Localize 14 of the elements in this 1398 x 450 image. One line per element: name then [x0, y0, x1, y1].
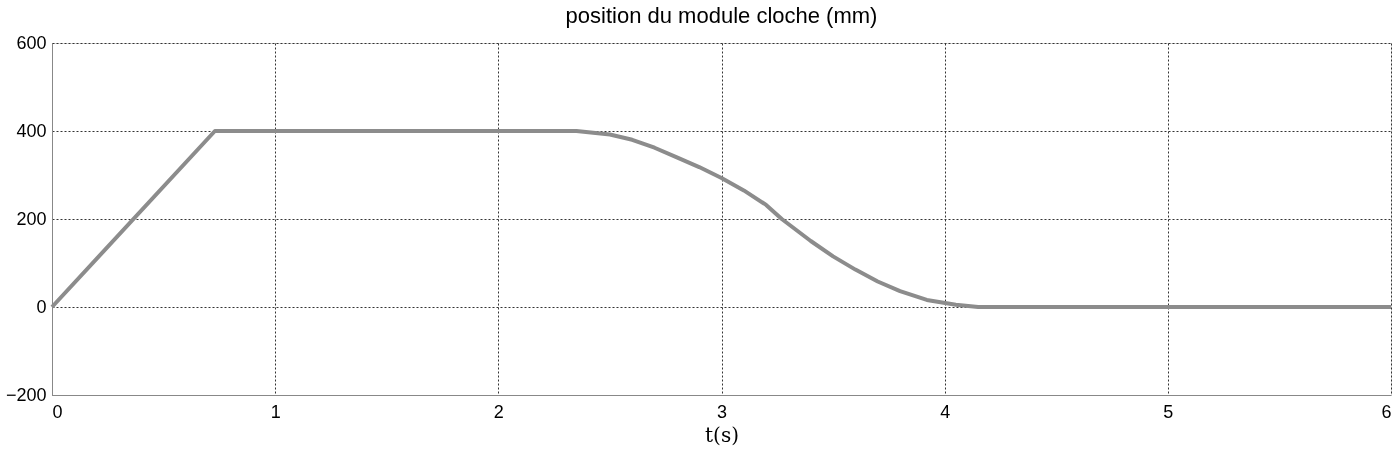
x-tick-label: 1 — [270, 401, 281, 422]
y-tick-label: 400 — [16, 120, 47, 141]
chart-title: position du module cloche (mm) — [565, 3, 878, 28]
x-tick-label: 5 — [1163, 401, 1174, 422]
x-axis-title: t(s) — [705, 422, 739, 447]
x-tick-label: 3 — [716, 401, 728, 422]
x-tick-label: 4 — [940, 401, 951, 422]
y-tick-label: 200 — [16, 208, 47, 229]
x-tick-label: 2 — [493, 401, 504, 422]
x-tick-label: 0 — [52, 401, 63, 422]
y-tick-label: 600 — [16, 32, 47, 53]
y-tick-label: −200 — [5, 384, 47, 405]
x-tick-label: 6 — [1381, 401, 1392, 422]
y-tick-label: 0 — [36, 296, 47, 317]
